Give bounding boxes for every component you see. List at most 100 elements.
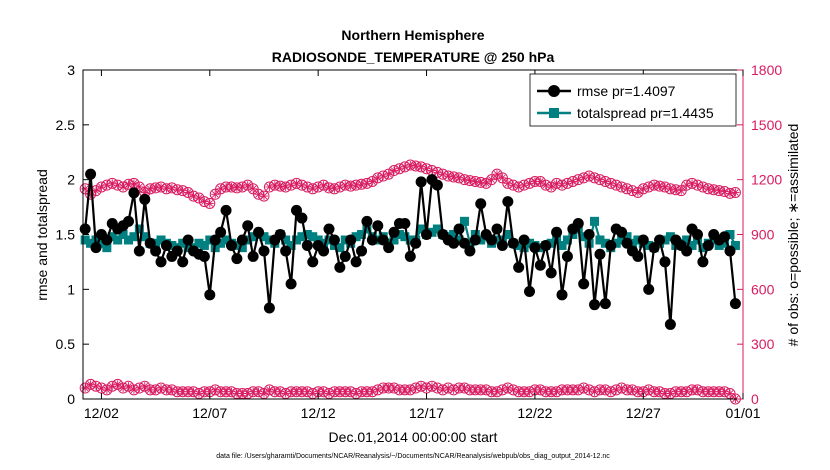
- totalspread-marker: [595, 235, 605, 245]
- x-tick-label: 01/01: [725, 405, 760, 421]
- rmse-marker: [242, 220, 254, 232]
- legend-spread-marker: [549, 108, 559, 118]
- rmse-marker: [155, 256, 167, 268]
- totalspread-marker: [579, 232, 589, 242]
- totalspread-marker: [178, 238, 188, 248]
- rmse-marker: [540, 239, 552, 251]
- totalspread-marker: [199, 240, 209, 250]
- rmse-marker: [220, 204, 232, 216]
- rmse-marker: [128, 187, 140, 199]
- rmse-marker: [171, 245, 183, 257]
- totalspread-marker: [129, 232, 139, 242]
- totalspread-marker: [514, 240, 524, 250]
- rmse-markers: [79, 168, 741, 330]
- rmse-marker: [659, 256, 671, 268]
- obs-possible-marker: [480, 177, 492, 189]
- rmse-marker: [643, 283, 655, 295]
- x-tick-label: 12/27: [626, 405, 661, 421]
- x-tick-label: 12/22: [517, 405, 552, 421]
- rmse-marker: [637, 234, 649, 246]
- rmse-marker: [334, 261, 346, 273]
- axis-layer: 0 0.5 1 1.5 2 2.5 3 0 300 600 900 1200 1500 1800 12/02…: [56, 62, 783, 421]
- totalspread-marker: [319, 238, 329, 248]
- obs-possible-marker: [204, 197, 216, 209]
- rmse-marker: [101, 234, 113, 246]
- totalspread-marker: [183, 243, 193, 253]
- y-axis-label: rmse and totalspread: [34, 169, 50, 301]
- rmse-marker: [491, 223, 503, 235]
- totalspread-marker: [503, 230, 513, 239]
- y-tick-label: 0: [67, 391, 75, 407]
- legend-rmse-label: rmse pr=1.4097: [577, 83, 676, 99]
- y2-tick-label: 900: [751, 227, 775, 243]
- y2-tick-label: 1500: [751, 117, 782, 133]
- totalspread-marker: [389, 235, 399, 245]
- rmse-marker: [654, 234, 666, 246]
- rmse-marker: [198, 250, 210, 262]
- rmse-marker: [551, 226, 563, 238]
- totalspread-marker: [248, 232, 258, 242]
- rmse-marker: [702, 239, 714, 251]
- totalspread-marker: [140, 232, 150, 242]
- totalspread-marker: [357, 230, 367, 239]
- rmse-marker: [247, 250, 259, 262]
- rmse-marker: [274, 229, 286, 240]
- rmse-marker: [448, 237, 460, 249]
- rmse-marker: [616, 226, 628, 238]
- x-tick-label: 12/07: [192, 405, 227, 421]
- rmse-marker: [388, 226, 400, 238]
- totalspread-marker: [590, 216, 600, 226]
- totalspread-marker: [194, 238, 204, 248]
- rmse-marker: [323, 223, 335, 235]
- y-tick-label: 1.5: [56, 227, 76, 243]
- rmse-marker: [280, 245, 292, 257]
- rmse-marker: [150, 245, 162, 257]
- totalspread-marker: [124, 235, 134, 245]
- rmse-marker: [79, 223, 91, 235]
- rmse-marker: [410, 237, 422, 249]
- y-tick-label: 2: [67, 172, 75, 188]
- y2-tick-label: 300: [751, 336, 775, 352]
- totalspread-marker: [259, 232, 269, 242]
- rmse-marker: [475, 198, 487, 210]
- series-layer: [79, 159, 741, 405]
- y2-tick-label: 600: [751, 281, 775, 297]
- rmse-marker: [599, 298, 611, 310]
- rmse-marker: [404, 250, 416, 262]
- x-axis-label: Dec.01,2014 00:00:00 start: [329, 429, 498, 445]
- totalspread-marker: [400, 232, 410, 242]
- rmse-marker: [383, 242, 395, 254]
- rmse-marker: [578, 278, 590, 290]
- rmse-marker: [372, 220, 384, 232]
- legend-spread-label: totalspread pr=1.4435: [577, 105, 714, 121]
- obs-possible-marker: [258, 190, 270, 202]
- chart-subtitle: RADIOSONDE_TEMPERATURE @ 250 hPa: [272, 49, 555, 65]
- obs-possible-marker: [681, 179, 693, 191]
- totalspread-marker: [416, 224, 426, 234]
- rmse-marker: [632, 250, 644, 262]
- rmse-marker: [415, 176, 427, 188]
- totalspread-marker: [156, 235, 166, 245]
- obs-possible-marker: [729, 186, 741, 198]
- totalspread-marker: [291, 235, 301, 245]
- rmse-marker: [486, 234, 498, 246]
- rmse-marker: [421, 229, 433, 240]
- totalspread-marker: [308, 232, 318, 242]
- rmse-marker: [594, 248, 606, 260]
- rmse-marker: [231, 253, 243, 265]
- totalspread-marker: [644, 240, 654, 250]
- totalspread-marker: [221, 235, 231, 245]
- rmse-marker: [339, 250, 351, 262]
- rmse-marker: [215, 226, 227, 238]
- rmse-marker: [399, 218, 411, 230]
- totalspread-marker: [730, 240, 740, 250]
- totalspread-marker: [459, 216, 469, 226]
- rmse-marker: [589, 299, 601, 311]
- rmse-marker: [518, 234, 530, 246]
- totalspread-marker: [562, 235, 572, 245]
- rmse-marker: [561, 250, 573, 262]
- rmse-marker: [225, 239, 237, 251]
- rmse-marker: [458, 237, 470, 249]
- x-tick-label: 12/17: [409, 405, 444, 421]
